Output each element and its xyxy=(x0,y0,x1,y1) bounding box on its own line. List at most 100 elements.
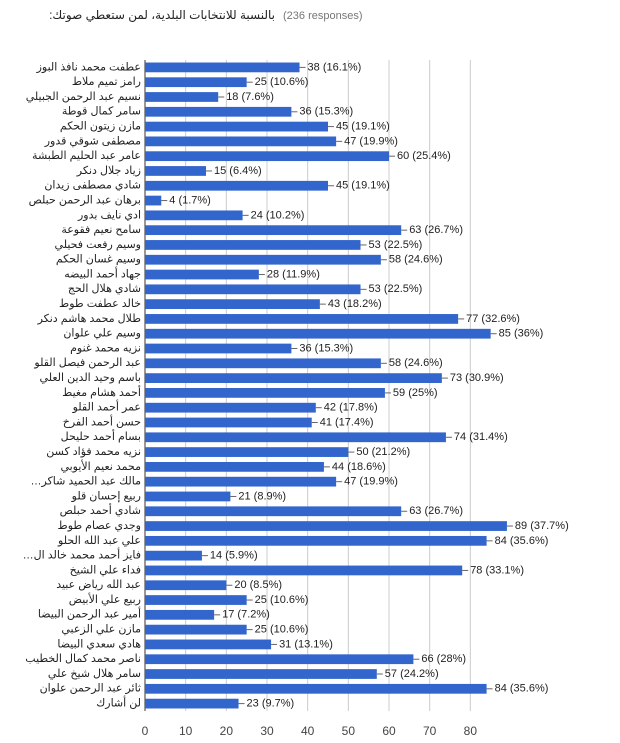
bar xyxy=(145,328,491,339)
bar xyxy=(145,151,389,162)
bar xyxy=(145,669,377,679)
y-tick-label: ربيع إحسان قلو xyxy=(71,490,141,502)
bar xyxy=(145,299,320,310)
x-tick-label: 20 xyxy=(220,724,234,738)
value-label: 66 (28%) xyxy=(421,653,466,665)
x-tick-label: 50 xyxy=(342,724,356,738)
bar xyxy=(145,358,381,369)
y-tick-label: سامر كمال قوطة xyxy=(62,106,141,118)
y-tick-label: ادي نايف بدور xyxy=(77,209,141,221)
value-label: 41 (17.4%) xyxy=(320,416,374,428)
y-tick-label: لن أشارك xyxy=(96,696,141,710)
bar xyxy=(145,461,324,472)
bar xyxy=(145,654,414,665)
value-label: 17 (7.2%) xyxy=(222,609,270,621)
value-label: 73 (30.9%) xyxy=(450,372,504,384)
y-tick-label: فداء علي الشيخ xyxy=(70,564,141,576)
bar xyxy=(145,254,381,265)
bar xyxy=(145,121,328,132)
bar xyxy=(145,92,219,102)
y-tick-label: شادي أحمد حبلص xyxy=(60,503,141,517)
y-tick-label: ربيع علي الأبيض xyxy=(69,592,141,606)
y-tick-label: عبد الرحمن فيصل القلو xyxy=(33,357,141,369)
y-tick-label: عبد الله رياض عبيد xyxy=(56,579,141,591)
y-tick-label: خالد عطفت طوط xyxy=(59,298,141,310)
x-tick-label: 10 xyxy=(179,724,193,738)
x-tick-label: 40 xyxy=(301,724,315,738)
x-tick-label: 0 xyxy=(142,724,149,738)
y-tick-label: نزيه محمد غنوم xyxy=(70,342,141,354)
y-tick-label: وسيم رفعت فحيلي xyxy=(55,239,141,251)
bar xyxy=(145,136,337,147)
value-label: 89 (37.7%) xyxy=(515,520,569,532)
value-label: 25 (10.6%) xyxy=(255,624,309,636)
y-tick-label: وسيم علي علوان xyxy=(63,328,141,340)
y-tick-label: رامز تميم ملاط xyxy=(72,76,141,88)
value-label: 18 (7.6%) xyxy=(226,91,274,103)
bar xyxy=(145,521,507,531)
value-label: 20 (8.5%) xyxy=(234,579,282,591)
y-tick-label: وجدي عصام طوط xyxy=(58,520,141,532)
y-tick-label: أحمد هشام مغيط xyxy=(62,385,141,399)
bar xyxy=(145,476,337,487)
bar xyxy=(145,373,442,383)
bar xyxy=(145,106,292,117)
y-tick-label: شادي هلال الحج xyxy=(68,283,141,295)
value-label: 23 (9.7%) xyxy=(247,698,295,710)
bar xyxy=(145,683,487,694)
y-tick-label: فايز أحمد محمد خالد ال… xyxy=(23,548,141,562)
bar xyxy=(145,417,312,428)
bar xyxy=(145,580,227,591)
x-tick-label: 60 xyxy=(382,724,396,738)
y-tick-label: عمر أحمد القلو xyxy=(72,400,141,414)
y-tick-label: طلال محمد هاشم دنكر xyxy=(37,313,142,325)
y-tick-label: وسيم غسان الحكم xyxy=(56,254,141,266)
y-tick-label: مالك عبد الحميد شاكر… xyxy=(30,476,141,488)
value-label: 15 (6.4%) xyxy=(214,165,262,177)
y-tick-label: مازن زيتون الحكم xyxy=(60,120,141,132)
bar xyxy=(145,210,243,221)
value-label: 47 (19.9%) xyxy=(344,135,398,147)
y-tick-label: محمد نعيم الأيوبي xyxy=(60,459,141,473)
bar xyxy=(145,269,259,280)
value-label: 78 (33.1%) xyxy=(470,564,524,576)
bar xyxy=(145,595,247,605)
y-tick-label: باسم وحيد الدين العلي xyxy=(40,372,141,384)
bar xyxy=(145,609,215,620)
y-tick-label: علي عبد الله الحلو xyxy=(57,535,141,547)
bar xyxy=(145,565,463,576)
y-tick-label: سامر هلال شيخ علي xyxy=(48,668,141,680)
bar xyxy=(145,535,487,546)
bar xyxy=(145,180,328,191)
value-label: 45 (19.1%) xyxy=(336,120,390,132)
value-label: 25 (10.6%) xyxy=(255,76,309,88)
chart-title: بالنسبة للانتخابات البلدية، لمن ستعطي صو… xyxy=(49,8,275,23)
bar xyxy=(145,225,402,236)
bar xyxy=(145,639,272,650)
value-label: 25 (10.6%) xyxy=(255,594,309,606)
bar xyxy=(145,62,300,73)
bar xyxy=(145,166,206,176)
chart-subtitle: (236 responses) xyxy=(283,10,363,22)
value-label: 84 (35.6%) xyxy=(495,683,549,695)
bar xyxy=(145,506,402,517)
value-label: 31 (13.1%) xyxy=(279,638,333,650)
y-tick-label: برهان عبد الرحمن حبلص xyxy=(29,194,141,206)
value-label: 36 (15.3%) xyxy=(299,342,353,354)
y-tick-label: عطفت محمد نافذ البوز xyxy=(36,61,141,73)
y-tick-label: ناصر محمد كمال الخطيب xyxy=(25,653,141,665)
y-tick-label: أمير عبد الرحمن البيضا xyxy=(38,607,141,621)
y-tick-label: عامر عبد الحليم الطبشة xyxy=(32,150,141,162)
value-label: 24 (10.2%) xyxy=(251,209,305,221)
bar xyxy=(145,284,361,295)
value-label: 59 (25%) xyxy=(393,387,438,399)
value-label: 44 (18.6%) xyxy=(332,461,386,473)
value-label: 53 (22.5%) xyxy=(369,239,423,251)
bar xyxy=(145,240,361,250)
value-label: 84 (35.6%) xyxy=(495,535,549,547)
value-label: 28 (11.9%) xyxy=(267,268,320,280)
y-tick-label: بسام أحمد حليحل xyxy=(61,429,141,443)
y-tick-label: شادي مصطفى زيدان xyxy=(44,180,141,192)
x-tick-label: 80 xyxy=(464,724,478,738)
